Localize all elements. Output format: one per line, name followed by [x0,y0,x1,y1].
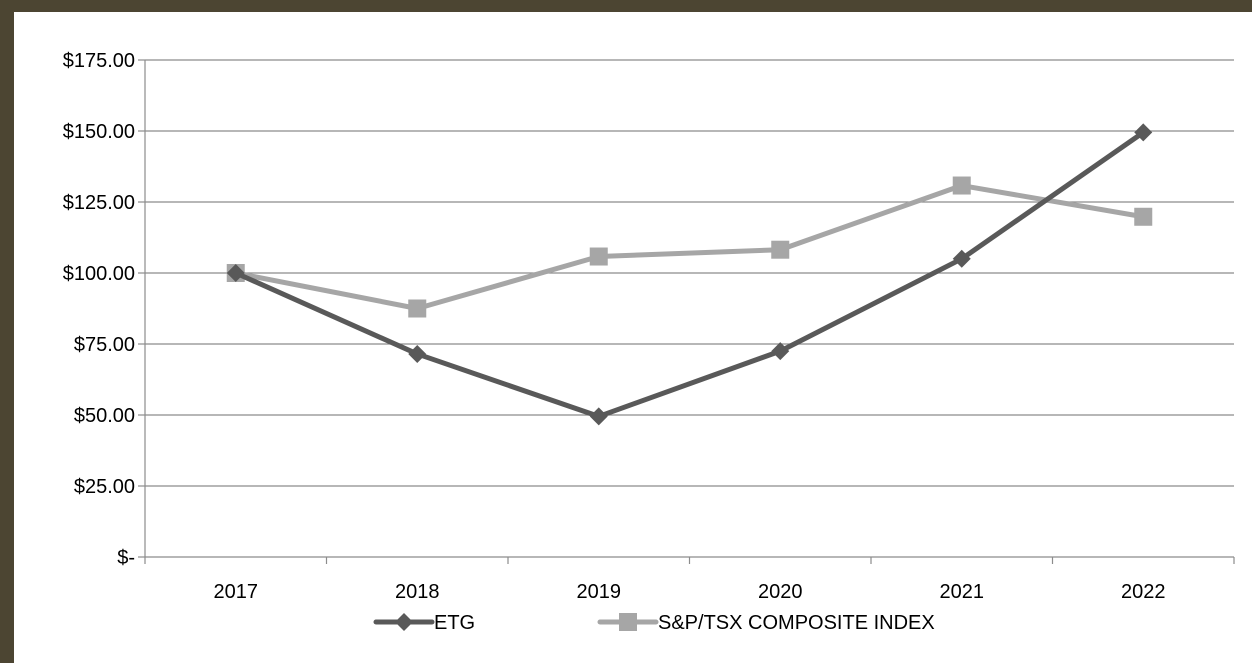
series-line-etg [233,129,1146,419]
data-point-etg [589,407,608,426]
x-tick-label: 2022 [1121,581,1166,603]
series-line-sp-tsx [233,183,1146,311]
data-point-etg [952,249,971,268]
data-point-sp-tsx [771,240,790,259]
data-point-sp-tsx [1134,207,1153,226]
y-tick-label: $50.00 [74,405,135,427]
data-point-etg [226,264,245,282]
data-point-etg [771,342,790,361]
x-tick-label: 2019 [577,581,622,603]
legend-label-etg: ETG [434,612,475,634]
y-tick-label: $75.00 [74,334,135,356]
data-point-sp-tsx [952,176,971,195]
y-tick-label: $25.00 [74,476,135,498]
legend-marker-sp-tsx [619,613,637,631]
y-tick-label: $- [117,547,135,569]
data-point-sp-tsx [408,299,427,318]
data-point-etg [408,344,427,363]
x-tick-label: 2021 [940,581,985,603]
y-tick-label: $175.00 [63,50,135,72]
data-point-sp-tsx [589,247,608,266]
data-point-etg [1134,123,1153,142]
x-tick-label: 2020 [758,581,803,603]
y-tick-label: $150.00 [63,121,135,143]
x-tick-label: 2017 [214,581,259,603]
y-tick-label: $100.00 [63,263,135,285]
legend-label-sp-tsx: S&P/TSX COMPOSITE INDEX [658,612,935,634]
y-tick-label: $125.00 [63,192,135,214]
legend-marker-etg [395,613,413,631]
x-tick-label: 2018 [395,581,440,603]
